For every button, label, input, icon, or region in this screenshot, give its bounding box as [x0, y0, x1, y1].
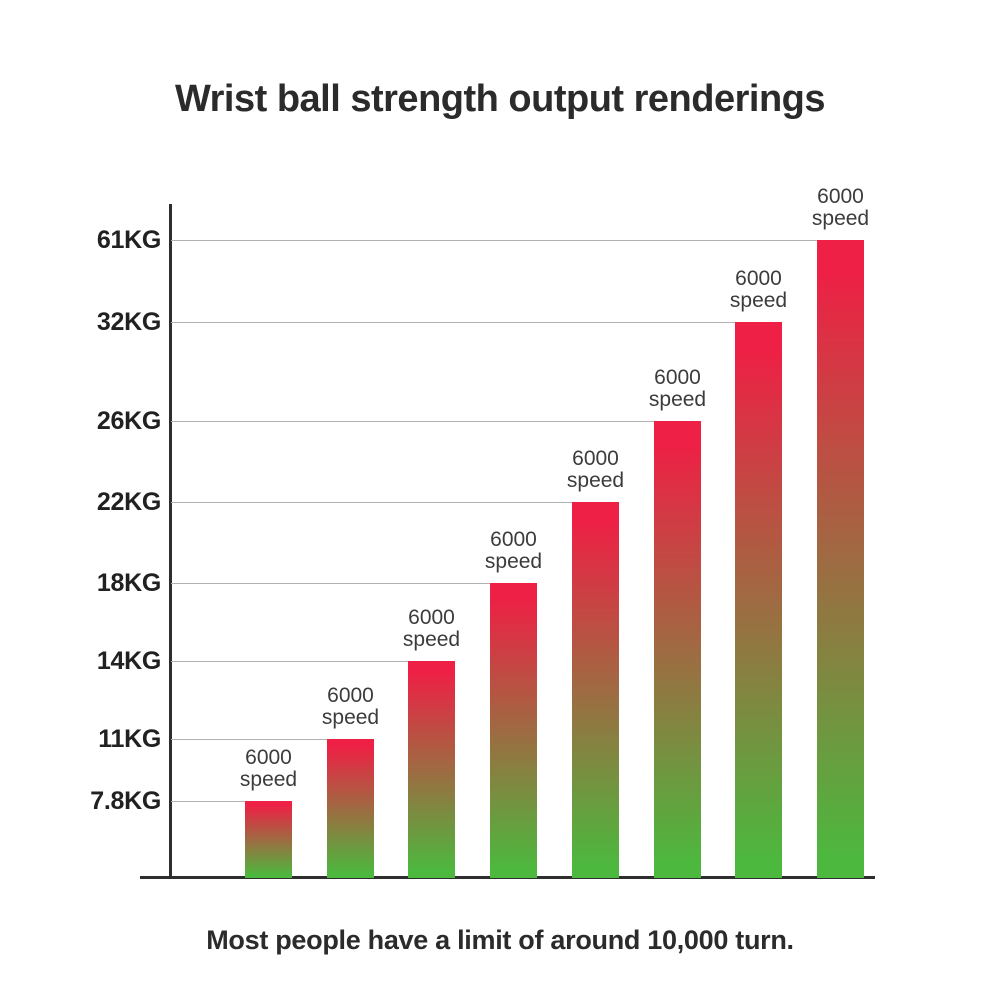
y-axis-tick-label: 32KG [96, 308, 161, 336]
bar [654, 421, 701, 878]
bar-value-label: 6000 speed [296, 685, 406, 729]
bar [327, 739, 374, 878]
bar [408, 661, 455, 878]
bar-value-label-line: speed [729, 289, 788, 312]
gridline [171, 240, 817, 241]
y-axis-tick-label: 22KG [96, 488, 161, 516]
bar [490, 583, 537, 878]
bar-value-label: 6000 speed [377, 607, 487, 651]
bar-value-label-line: speed [484, 550, 543, 573]
bar [817, 240, 864, 878]
bar-value-label-line: 6000 [572, 447, 619, 470]
bar-value-label-line: speed [811, 207, 870, 230]
y-axis-tick-label: 14KG [96, 647, 161, 675]
bar-value-label: 6000 speed [786, 186, 896, 230]
gridline [171, 502, 572, 503]
bar-value-label-line: speed [402, 628, 461, 651]
y-axis-tick-label: 61KG [96, 226, 161, 254]
bar-value-label-line: speed [566, 469, 625, 492]
bar-value-label-line: speed [239, 768, 298, 791]
bar-value-label-line: speed [321, 706, 380, 729]
bar-value-label: 6000 speed [541, 448, 651, 492]
bar-value-label: 6000 speed [459, 529, 569, 573]
bar-value-label: 6000 speed [704, 268, 814, 312]
gridline [171, 421, 654, 422]
bar-value-label-line: 6000 [245, 746, 292, 769]
gridline [171, 739, 327, 740]
bar [245, 801, 292, 878]
bar-value-label: 6000 speed [214, 747, 324, 791]
gridline [171, 661, 408, 662]
gridline [171, 801, 245, 802]
bar-value-label-line: 6000 [735, 267, 782, 290]
chart-title: Wrist ball strength output renderings [174, 78, 826, 120]
bar-value-label-line: 6000 [817, 185, 864, 208]
bar-value-label: 6000 speed [623, 367, 733, 411]
bar-value-label-line: 6000 [327, 684, 374, 707]
bar-value-label-line: 6000 [408, 606, 455, 629]
bar-value-label-line: 6000 [654, 366, 701, 389]
chart-caption: Most people have a limit of around 10,00… [206, 925, 794, 955]
y-axis-tick-label: 18KG [96, 569, 161, 597]
gridline [171, 322, 735, 323]
gridline [171, 583, 490, 584]
bar [572, 502, 619, 878]
y-axis-tick-label: 7.8KG [90, 787, 161, 815]
bar-chart: 7.8KG 6000 speed 11KG 6000 speed 14KG 6000 speed… [0, 160, 1000, 900]
y-axis-tick-label: 11KG [98, 725, 161, 753]
bar-value-label-line: speed [648, 388, 707, 411]
bar-value-label-line: 6000 [490, 528, 537, 551]
y-axis-line [169, 204, 172, 879]
y-axis-tick-label: 26KG [96, 407, 161, 435]
bar [735, 322, 782, 878]
